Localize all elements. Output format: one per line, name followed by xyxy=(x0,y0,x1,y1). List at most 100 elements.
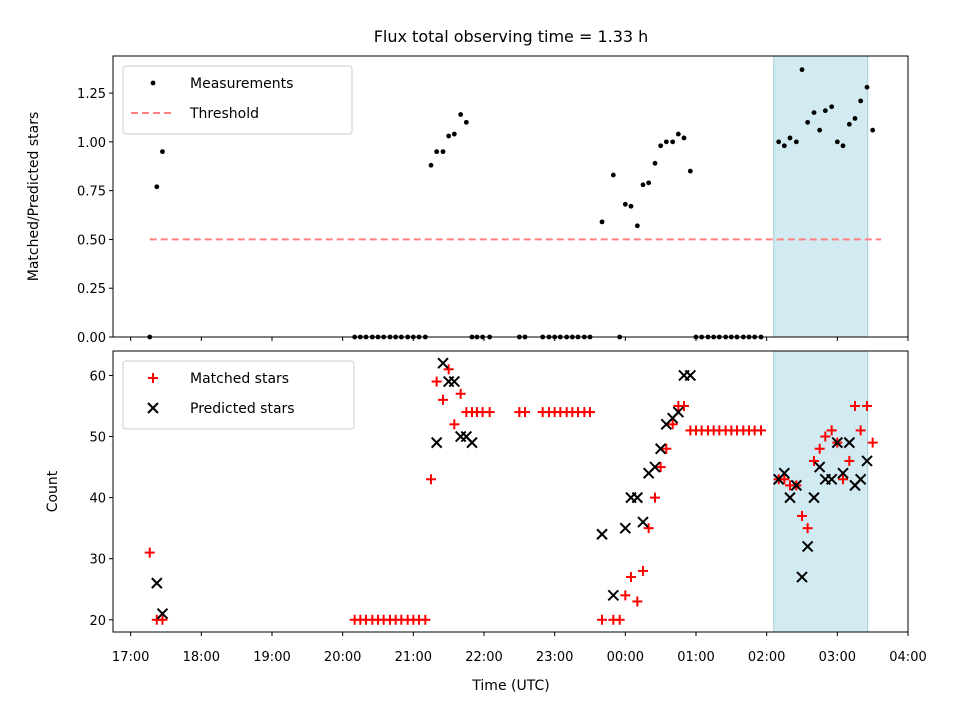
predicted-star-point xyxy=(156,607,169,620)
predicted-star-point xyxy=(637,516,649,528)
predicted-star-point xyxy=(784,491,796,504)
measurement-point xyxy=(434,149,440,155)
legend-box xyxy=(122,65,353,135)
measurement-point xyxy=(787,135,793,141)
y-tick-label: 0.50 xyxy=(77,233,106,248)
matched-star-point xyxy=(655,462,666,473)
matched-star-point xyxy=(597,614,608,625)
predicted-star-point xyxy=(831,436,844,449)
y-tick-label: 50 xyxy=(89,431,106,446)
matched-star-point xyxy=(420,614,431,625)
measurement-point xyxy=(628,203,634,209)
x-tick-label: 22:00 xyxy=(465,650,502,665)
measurement-point xyxy=(428,162,434,168)
measurement-point xyxy=(681,135,687,141)
measurement-point xyxy=(599,219,605,225)
matched-star-point xyxy=(144,547,155,558)
matched-star-point xyxy=(844,455,855,466)
legend-box xyxy=(122,360,355,430)
legend-label: Threshold xyxy=(189,106,259,122)
matched-star-point xyxy=(867,437,878,448)
matched-star-point xyxy=(484,407,495,418)
measurement-point xyxy=(834,139,840,145)
y-tick-label: 0.75 xyxy=(77,185,106,200)
ratio-legend: Measurements Threshold xyxy=(122,65,353,135)
count-panel: 20 30 40 50 60 17:00 18:00 19:00 20:00 21:00 22:0… xyxy=(45,350,927,665)
count-y-ticks: 20 30 40 50 60 xyxy=(89,369,113,629)
matched-star-point xyxy=(661,443,672,454)
legend-matched-swatch xyxy=(148,373,158,383)
x-tick-label: 18:00 xyxy=(183,650,220,665)
count-marks xyxy=(144,357,878,625)
y-tick-label: 60 xyxy=(89,369,106,384)
legend-label: Matched stars xyxy=(190,371,289,387)
predicted-star-point xyxy=(649,461,661,473)
predicted-star-point xyxy=(801,540,814,553)
x-axis-label: Time (UTC) xyxy=(471,678,549,694)
predicted-star-point xyxy=(607,589,620,602)
y-tick-label: 0.00 xyxy=(77,331,106,346)
matched-star-point xyxy=(632,596,643,607)
predicted-star-point xyxy=(790,479,803,492)
measurement-point xyxy=(793,139,799,145)
measurement-point xyxy=(646,180,652,186)
measurement-point xyxy=(463,119,469,125)
x-tick-label: 02:00 xyxy=(748,650,785,665)
matched-star-point xyxy=(820,431,831,442)
matched-star-point xyxy=(614,614,625,625)
x-tick-label: 03:00 xyxy=(819,650,856,665)
measurement-point xyxy=(440,149,446,155)
measurement-point xyxy=(776,139,782,145)
measurement-point xyxy=(829,104,835,110)
predicted-star-point xyxy=(596,528,608,540)
matched-star-point xyxy=(667,419,678,430)
matched-star-point xyxy=(814,443,825,454)
legend-predicted-swatch xyxy=(147,402,159,414)
ratio-y-ticks: 0.00 0.25 0.50 0.75 1.00 1.25 xyxy=(77,87,113,346)
matched-star-point xyxy=(643,523,654,534)
predicted-star-point xyxy=(430,436,443,449)
predicted-star-point xyxy=(861,455,873,467)
matched-star-point xyxy=(625,572,636,583)
matched-star-point xyxy=(443,364,454,375)
observing-window-shade-top xyxy=(773,55,869,338)
x-tick-label: 19:00 xyxy=(253,650,290,665)
y-tick-label: 40 xyxy=(89,492,106,507)
matched-star-point xyxy=(678,400,689,411)
x-tick-label: 01:00 xyxy=(677,650,714,665)
measurement-point xyxy=(663,139,669,145)
measurement-point xyxy=(864,84,870,90)
measurement-point xyxy=(670,139,676,145)
count-x-ticks: 17:00 18:00 19:00 20:00 21:00 22:00 23:00 00:00… xyxy=(112,632,927,665)
measurement-point xyxy=(160,149,165,155)
measurement-point xyxy=(805,119,811,125)
ratio-panel: 0.00 0.25 0.50 0.75 1.00 1.25 Matched/Predict… xyxy=(26,55,909,346)
measurement-point xyxy=(622,201,628,207)
count-legend: Matched stars Predicted stars xyxy=(122,360,355,430)
predicted-star-point xyxy=(778,467,791,479)
measurement-point xyxy=(658,143,664,149)
measurement-point xyxy=(840,143,846,149)
measurement-point xyxy=(817,127,823,133)
predicted-star-point xyxy=(808,491,820,504)
matched-star-point xyxy=(855,425,866,436)
matched-star-point xyxy=(426,474,436,485)
measurement-point xyxy=(675,131,681,137)
predicted-star-point xyxy=(854,473,867,485)
matched-star-point xyxy=(850,400,860,411)
predicted-star-point xyxy=(796,571,808,583)
x-tick-label: 21:00 xyxy=(395,650,432,665)
x-tick-label: 04:00 xyxy=(889,650,926,665)
predicted-star-point xyxy=(813,461,826,473)
measurement-point xyxy=(451,131,457,137)
x-tick-label: 20:00 xyxy=(324,650,361,665)
matched-star-point xyxy=(620,590,631,601)
predicted-star-point xyxy=(684,369,697,382)
predicted-star-point xyxy=(843,436,856,449)
predicted-star-point xyxy=(437,357,449,369)
x-tick-label: 17:00 xyxy=(112,650,149,665)
matched-star-point xyxy=(585,407,595,418)
matched-star-point xyxy=(519,407,530,418)
chart-title: Flux total observing time = 1.33 h xyxy=(374,27,649,46)
